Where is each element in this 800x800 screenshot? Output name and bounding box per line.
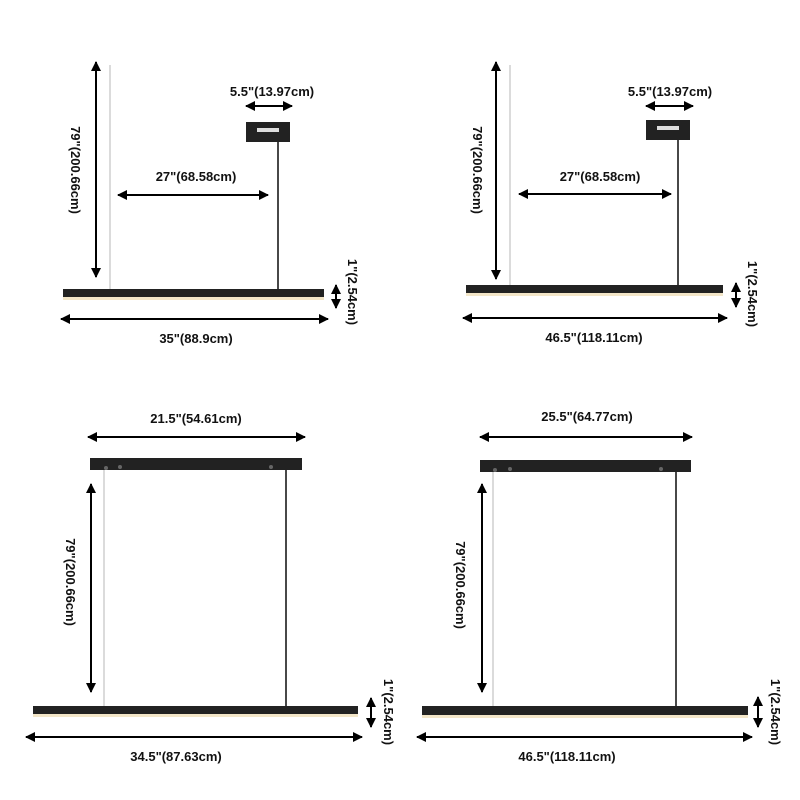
height-label: 1"(2.54cm) xyxy=(381,679,396,745)
drop-label: 79"(200.66cm) xyxy=(63,538,78,626)
light-diffuser xyxy=(33,714,358,717)
panel-4-fixture xyxy=(422,460,748,718)
canopy-width-label: 5.5"(13.97cm) xyxy=(628,84,712,99)
mount-screw xyxy=(118,465,122,469)
mount-screw xyxy=(269,465,273,469)
panel-3-fixture xyxy=(33,458,358,717)
canopy-width-label: 21.5"(54.61cm) xyxy=(150,411,241,426)
offset-label: 27"(68.58cm) xyxy=(156,169,237,184)
panel-4-dimensions: 25.5"(64.77cm) 79"(200.66cm) 46.5"(118.1… xyxy=(416,409,783,764)
height-label: 1"(2.54cm) xyxy=(768,679,783,745)
panel-2-dimensions: 79"(200.66cm) 5.5"(13.97cm) 27"(68.58cm)… xyxy=(462,61,760,345)
panel-1-fixture xyxy=(63,65,324,300)
canopy-width-label: 5.5"(13.97cm) xyxy=(230,84,314,99)
light-diffuser xyxy=(63,297,324,300)
length-label: 46.5"(118.11cm) xyxy=(518,749,615,764)
mount-screw xyxy=(493,468,497,472)
mount-screw xyxy=(104,466,108,470)
mount-screw xyxy=(508,467,512,471)
light-diffuser xyxy=(466,293,723,296)
length-label: 34.5"(87.63cm) xyxy=(130,749,221,764)
canopy-vent xyxy=(657,126,679,130)
panel-2-fixture xyxy=(466,65,723,296)
length-label: 46.5"(118.11cm) xyxy=(545,330,642,345)
drop-label: 79"(200.66cm) xyxy=(470,126,485,214)
mount-screw xyxy=(659,467,663,471)
panel-1-dimensions: 79"(200.66cm) 5.5"(13.97cm) 27"(68.58cm)… xyxy=(60,61,360,346)
light-diffuser xyxy=(422,715,748,718)
linear-canopy xyxy=(90,458,302,470)
panel-3-dimensions: 21.5"(54.61cm) 79"(200.66cm) 34.5"(87.63… xyxy=(25,411,396,764)
length-label: 35"(88.9cm) xyxy=(159,331,232,346)
canopy-vent xyxy=(257,128,279,132)
light-bar xyxy=(422,706,748,716)
height-label: 1"(2.54cm) xyxy=(345,259,360,325)
light-bar xyxy=(63,289,324,298)
light-bar xyxy=(466,285,723,294)
drop-label: 79"(200.66cm) xyxy=(68,126,83,214)
linear-canopy xyxy=(480,460,691,472)
offset-label: 27"(68.58cm) xyxy=(560,169,641,184)
canopy-width-label: 25.5"(64.77cm) xyxy=(541,409,632,424)
drop-label: 79"(200.66cm) xyxy=(453,541,468,629)
light-bar xyxy=(33,706,358,715)
height-label: 1"(2.54cm) xyxy=(745,261,760,327)
